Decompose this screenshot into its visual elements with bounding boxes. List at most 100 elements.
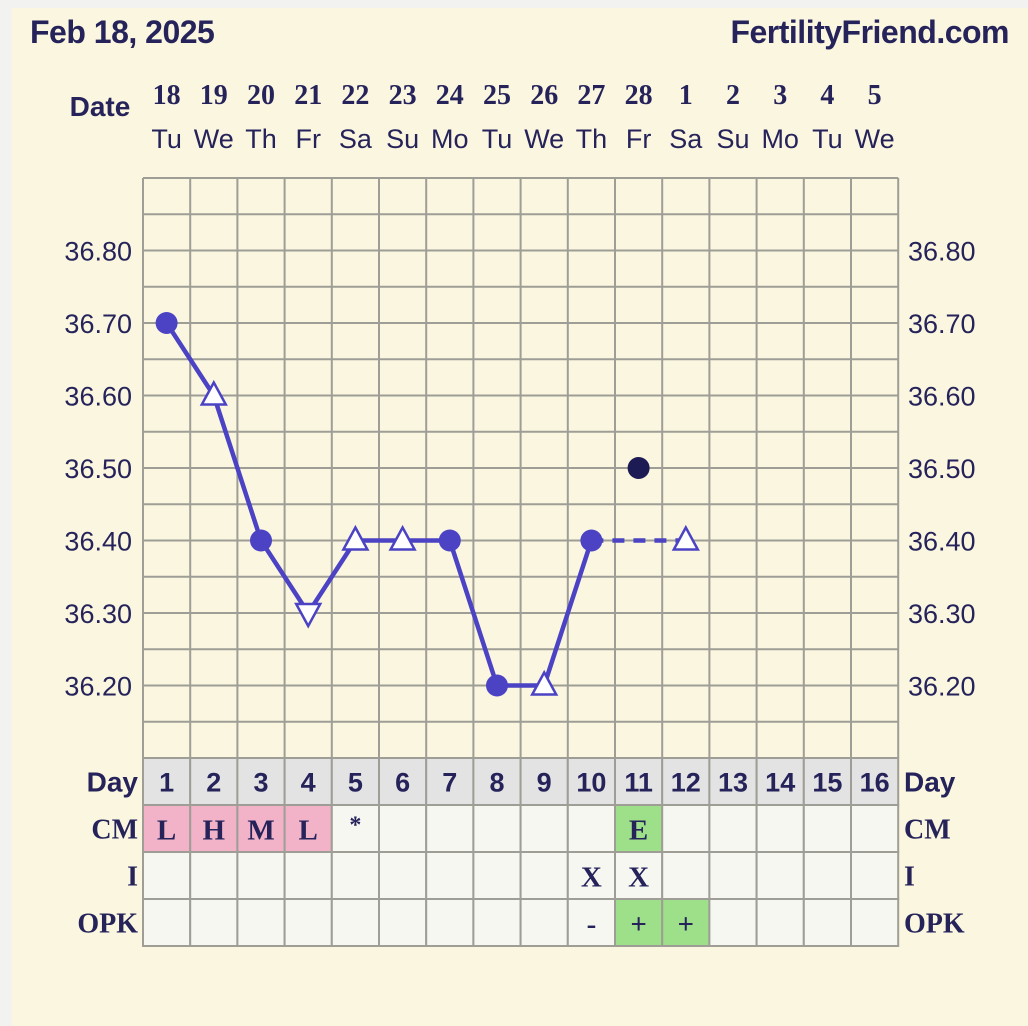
weekday-label: Fr <box>626 124 651 154</box>
cm-cell <box>614 804 664 853</box>
weekday-label: Tu <box>151 124 182 154</box>
temperature-grid <box>142 177 900 758</box>
date-label: 26 <box>530 80 558 111</box>
opk-cell-value: + <box>630 909 647 941</box>
y-tick-label-right: 36.30 <box>908 599 976 629</box>
y-tick-label-left: 36.60 <box>64 382 132 412</box>
weekday-label: We <box>194 124 234 154</box>
day-cell-value: 10 <box>576 768 606 798</box>
date-label: 1 <box>679 80 693 111</box>
cm-cell-value: L <box>157 815 176 847</box>
day-cell-value: 16 <box>860 768 890 798</box>
opk-cell <box>614 898 664 947</box>
weekday-label: Th <box>245 124 277 154</box>
date-label: 24 <box>436 80 464 111</box>
day-cell-value: 3 <box>253 768 268 798</box>
opk-cell <box>142 898 192 947</box>
day-cell <box>330 757 380 806</box>
day-cell <box>802 757 852 806</box>
opk-cell <box>802 898 852 947</box>
day-cell-value: 15 <box>812 768 842 798</box>
y-tick-label-left: 36.80 <box>64 237 132 267</box>
opk-cell <box>378 898 428 947</box>
i-cell-value: X <box>628 862 649 894</box>
y-tick-label-left: 36.50 <box>64 454 132 484</box>
y-tick-label-right: 36.40 <box>908 527 976 557</box>
day-cell-value: 1 <box>159 768 174 798</box>
line-segment <box>447 538 500 688</box>
weekday-label: Sa <box>339 124 373 154</box>
y-tick-label-right: 36.50 <box>908 454 976 484</box>
discarded-temperature-point <box>627 457 650 479</box>
weekday-label: Mo <box>761 124 799 154</box>
weekday-label: Th <box>576 124 608 154</box>
i-cell <box>330 851 380 900</box>
opk-cell <box>850 898 900 947</box>
cm-cell <box>283 804 333 853</box>
day-row-label-left: Day <box>87 767 139 798</box>
day-cell-value: 14 <box>765 768 795 798</box>
day-cell <box>189 757 239 806</box>
i-cell-value: X <box>581 862 602 894</box>
temperature-point-triangle <box>388 524 417 551</box>
temperature-point <box>580 529 603 552</box>
weekday-label: Su <box>386 124 419 154</box>
cm-cell <box>850 804 900 853</box>
weekday-label: Mo <box>431 124 469 154</box>
bbt-chart: Feb 18, 2025 FertilityFriend.com Date 18… <box>30 14 1010 947</box>
opk-cell <box>236 898 286 947</box>
temperature-series <box>155 312 700 697</box>
i-cell <box>189 851 239 900</box>
weekday-label: Fr <box>295 124 320 154</box>
line-segment <box>258 538 311 616</box>
weekday-label: Sa <box>669 124 703 154</box>
temperature-point-triangle <box>530 669 559 696</box>
weekday-label: We <box>855 124 895 154</box>
y-tick-label-right: 36.20 <box>908 672 976 702</box>
opk-row-label-right: OPK <box>904 909 965 940</box>
temperature-point <box>486 674 508 697</box>
date-label: 4 <box>820 80 834 111</box>
day-cell-value: 6 <box>395 768 410 798</box>
i-row-label-left: I <box>127 862 138 893</box>
day-cell <box>755 757 805 806</box>
date-label: 27 <box>577 80 605 111</box>
chart-card: Feb 18, 2025 FertilityFriend.com Date 18… <box>12 8 1028 1026</box>
day-cell-value: 2 <box>206 768 221 798</box>
date-label: 18 <box>153 80 181 111</box>
day-cell-value: 8 <box>489 768 504 798</box>
temperature-point-triangle-down <box>294 602 323 629</box>
date-label: 3 <box>773 80 787 111</box>
day-cell-value: 11 <box>624 768 653 798</box>
cm-cell <box>566 804 616 853</box>
opk-cell-value: - <box>587 909 597 941</box>
date-row-label: Date <box>70 91 131 122</box>
i-cell <box>425 851 475 900</box>
cm-cell <box>802 804 852 853</box>
cm-cell-value: M <box>247 815 274 847</box>
opk-cell <box>755 898 805 947</box>
opk-cell <box>189 898 239 947</box>
i-cell <box>142 851 192 900</box>
chart-date-title: Feb 18, 2025 <box>30 14 214 50</box>
day-cell <box>142 757 192 806</box>
opk-cell <box>330 898 380 947</box>
cm-cell <box>661 804 711 853</box>
day-cell-value: 9 <box>537 768 552 798</box>
temperature-point-triangle <box>671 524 700 551</box>
y-tick-label-left: 36.30 <box>64 599 132 629</box>
date-label: 21 <box>294 80 322 111</box>
y-tick-label-right: 36.60 <box>908 382 976 412</box>
date-label: 2 <box>726 80 740 111</box>
opk-cell <box>472 898 522 947</box>
cm-cell-value: * <box>349 813 361 839</box>
y-tick-label-left: 36.40 <box>64 527 132 557</box>
date-row: 18Tu19We20Th21Fr22Sa23Su24Mo25Tu26We27Th… <box>151 80 894 154</box>
y-tick-label-left: 36.70 <box>64 309 132 339</box>
brand-logo-text: FertilityFriend.com <box>730 14 1009 50</box>
date-label: 5 <box>868 80 882 111</box>
cm-cell <box>472 804 522 853</box>
temperature-point <box>250 529 272 552</box>
opk-cell <box>519 898 569 947</box>
